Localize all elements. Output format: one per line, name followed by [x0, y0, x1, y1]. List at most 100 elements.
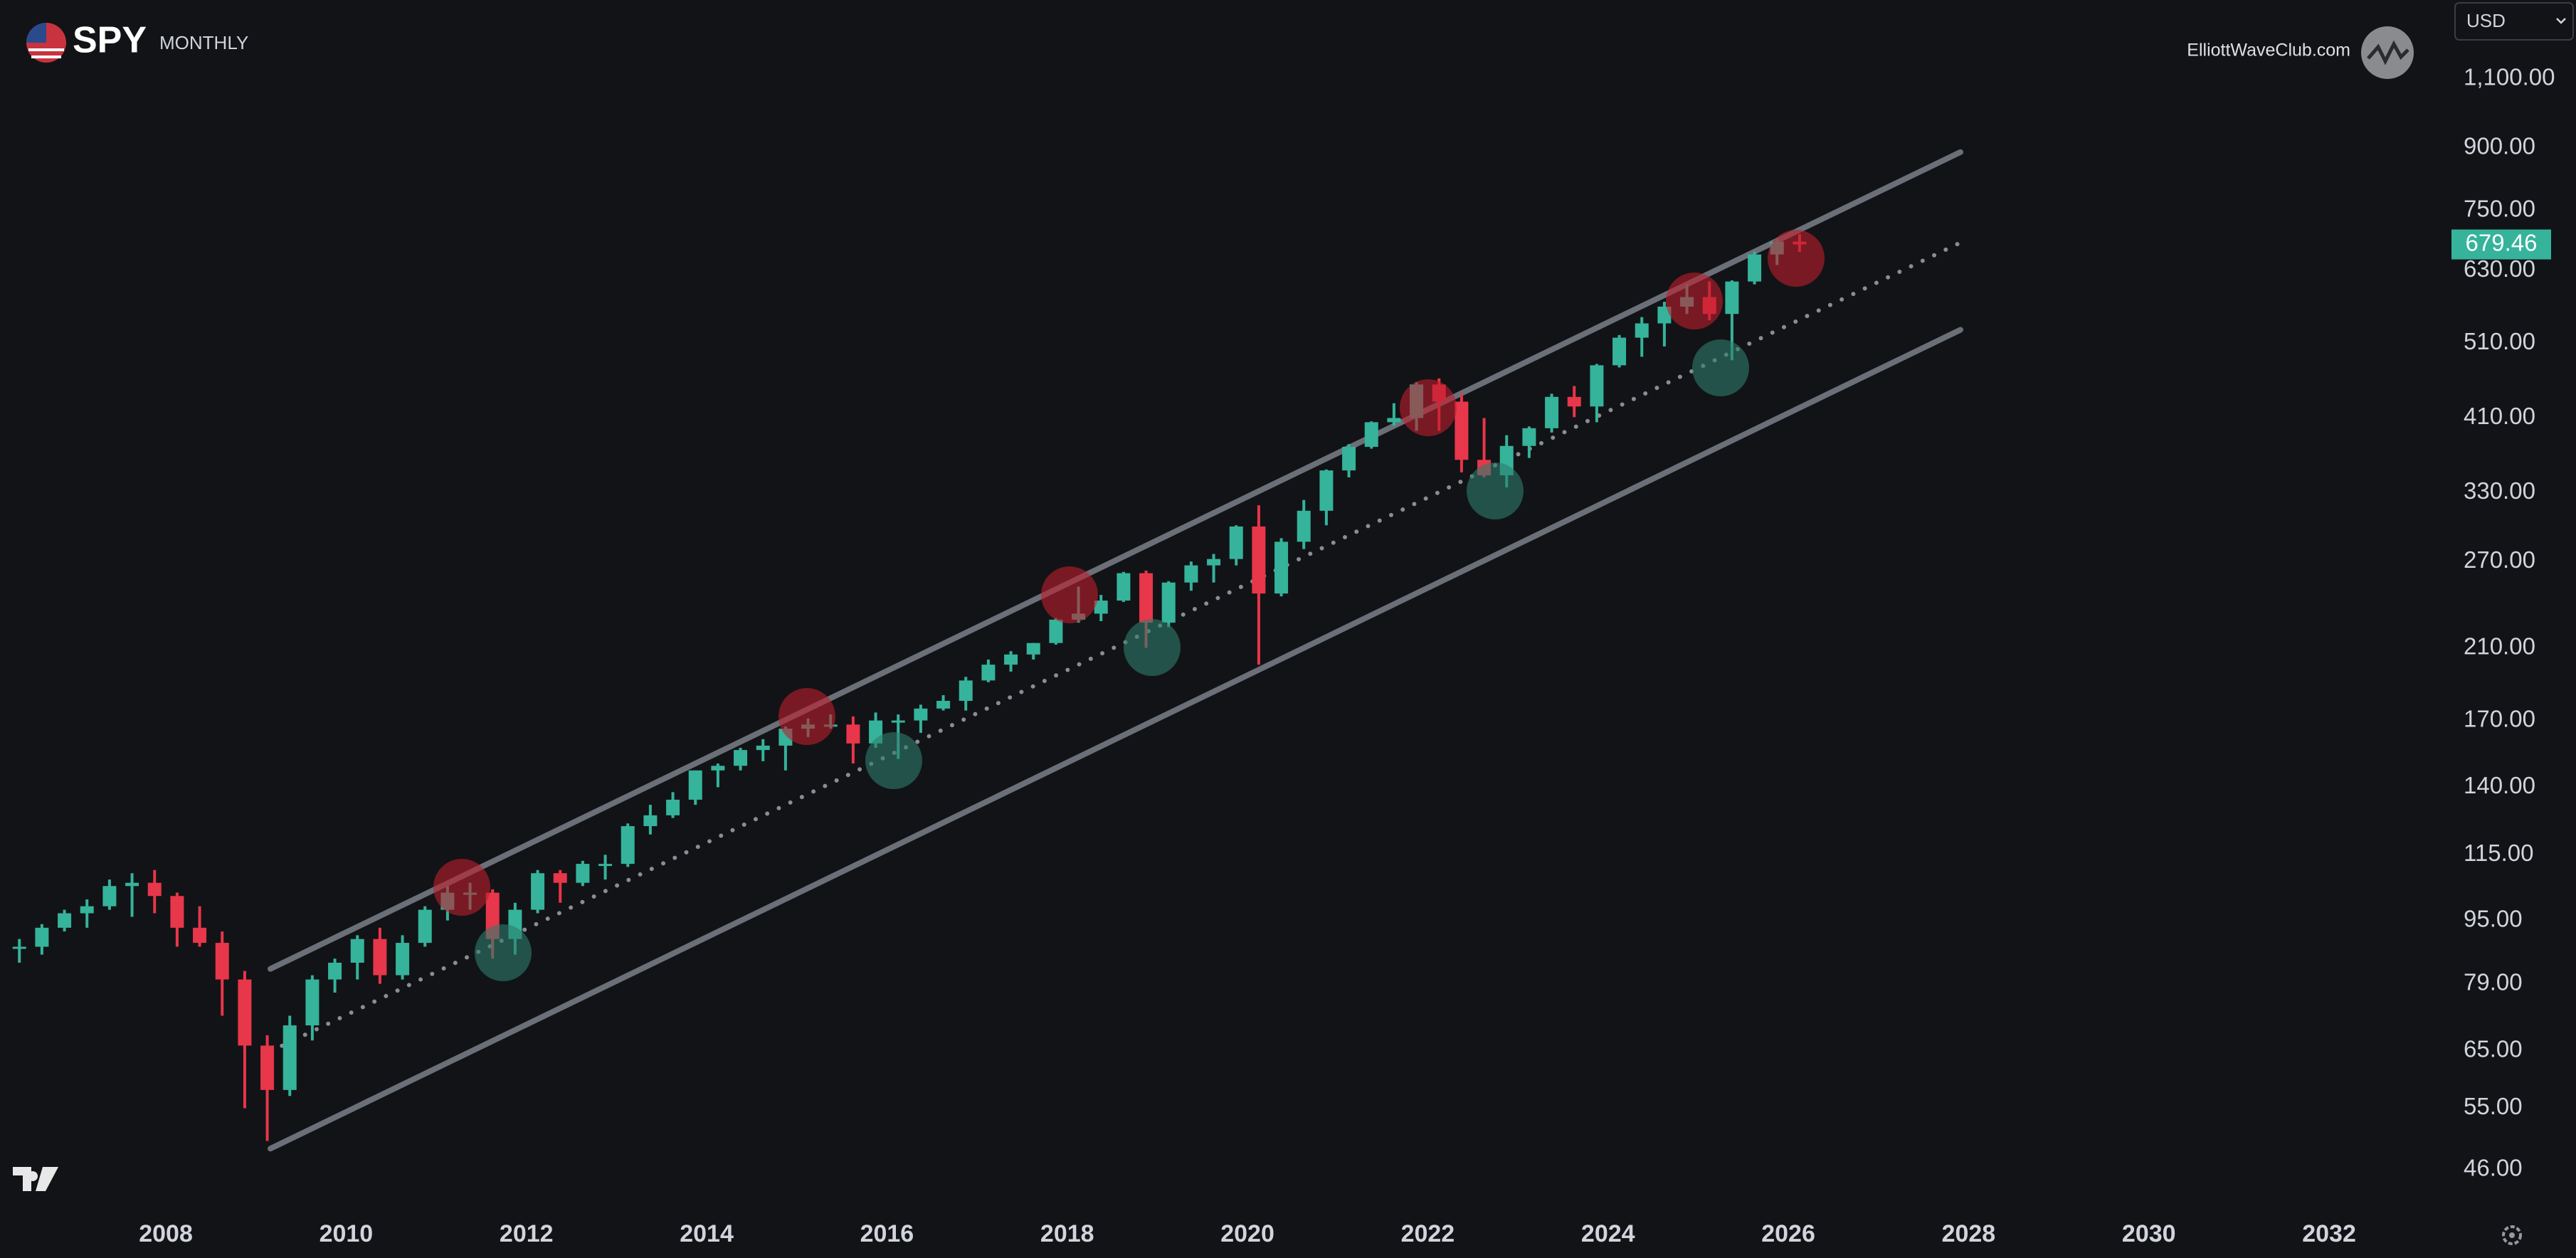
candle-body — [688, 770, 702, 800]
candle-body — [1319, 470, 1334, 511]
top-marker — [1041, 566, 1098, 623]
x-tick-label: 2028 — [1942, 1220, 1996, 1247]
candle-body — [1522, 428, 1536, 446]
candle-body — [373, 939, 387, 976]
candle-body — [1252, 526, 1266, 594]
candle-body — [1161, 582, 1176, 623]
candle-body — [102, 886, 117, 906]
y-tick-label: 79.00 — [2464, 968, 2523, 995]
candle-body — [576, 864, 590, 883]
bottom-marker — [865, 732, 922, 789]
tradingview-logo[interactable] — [13, 1167, 58, 1191]
y-tick-label: 210.00 — [2464, 633, 2535, 659]
y-tick-label: 410.00 — [2464, 403, 2535, 429]
x-tick-label: 2012 — [500, 1220, 554, 1247]
y-tick-label: 65.00 — [2464, 1036, 2523, 1062]
candle-body — [1455, 401, 1469, 460]
x-tick-label: 2026 — [1761, 1220, 1815, 1247]
y-tick-label: 46.00 — [2464, 1155, 2523, 1181]
x-tick-label: 2032 — [2302, 1220, 2356, 1247]
last-price-tag — [2451, 229, 2551, 260]
y-tick-label: 55.00 — [2464, 1093, 2523, 1119]
candle-body — [193, 927, 207, 944]
candle-body — [891, 720, 905, 723]
candle-body — [260, 1045, 275, 1090]
y-tick-label: 1,100.00 — [2464, 64, 2555, 90]
candle-body — [981, 665, 996, 681]
highlights — [433, 230, 1825, 981]
channel-line — [268, 240, 1963, 1054]
y-tick-label: 900.00 — [2464, 133, 2535, 159]
dropdown-arrow[interactable] — [2556, 18, 2566, 24]
candle-body — [1207, 559, 1221, 566]
logo-part — [26, 23, 46, 43]
x-tick-label: 2030 — [2122, 1220, 2176, 1247]
bottom-marker — [1467, 462, 1524, 519]
candle-body — [418, 909, 432, 944]
currency-label[interactable]: USD — [2466, 10, 2506, 31]
y-tick-label: 170.00 — [2464, 705, 2535, 731]
candle-body — [35, 927, 49, 947]
watermark: ElliottWaveClub.com — [2187, 41, 2350, 60]
candle-body — [1567, 396, 1581, 407]
candle-body — [959, 680, 973, 701]
x-tick-label: 2014 — [680, 1220, 734, 1247]
settings-icon[interactable] — [2502, 1225, 2522, 1245]
axes: 46.00 55.00 65.00 79.00 95.00 115.00 140.00 170… — [139, 64, 2555, 1247]
candle-body — [553, 873, 567, 883]
candle-body — [936, 700, 951, 709]
candle-body — [80, 906, 94, 914]
candle-body — [147, 882, 162, 897]
candle-body — [125, 882, 139, 887]
candle-body — [1049, 619, 1063, 643]
candle-body — [238, 979, 252, 1046]
y-tick-label: 330.00 — [2464, 477, 2535, 504]
interval: MONTHLY — [159, 32, 248, 53]
y-tick-label: 510.00 — [2464, 328, 2535, 354]
top-marker — [1666, 273, 1723, 329]
candle-body — [846, 724, 860, 744]
settings-icon-center[interactable] — [2509, 1232, 2515, 1238]
candle-body — [1364, 422, 1378, 447]
candle-body — [1184, 565, 1198, 583]
candle-body — [170, 896, 184, 928]
candle-body — [1342, 446, 1356, 471]
candle-body — [1612, 337, 1627, 366]
x-tick-label: 2024 — [1581, 1220, 1635, 1247]
last-price-label: 679.46 — [2466, 229, 2538, 255]
top-marker — [778, 688, 835, 745]
candle-body — [1545, 396, 1559, 428]
candle-body — [1004, 654, 1018, 665]
top-marker — [1768, 230, 1825, 287]
candle-body — [1748, 254, 1762, 282]
currency-select[interactable] — [2454, 2, 2574, 41]
x-tick-label: 2020 — [1220, 1220, 1274, 1247]
candle-body — [1725, 281, 1739, 314]
candle-body — [1590, 365, 1604, 407]
x-tick-label: 2010 — [320, 1220, 374, 1247]
top-marker — [1400, 379, 1457, 436]
top-marker — [433, 859, 490, 916]
x-tick-label: 2022 — [1401, 1220, 1455, 1247]
plot — [12, 149, 1963, 1152]
candle-body — [711, 766, 725, 771]
candle-body — [1387, 418, 1401, 423]
candle-body — [305, 979, 320, 1026]
y-tick-label: 95.00 — [2464, 905, 2523, 931]
candle-body — [1297, 510, 1311, 542]
watermark-logo-wave — [2367, 40, 2409, 65]
candle-body — [598, 864, 613, 867]
candle-body — [1274, 541, 1289, 594]
candle-body — [350, 939, 364, 963]
x-tick-label: 2018 — [1040, 1220, 1094, 1247]
candle-body — [756, 745, 770, 751]
candle-body — [1026, 643, 1040, 655]
candle-body — [643, 815, 658, 827]
candle-body — [215, 943, 229, 980]
channel-line — [268, 327, 1963, 1152]
candle-body — [1635, 323, 1649, 338]
candle-body — [914, 708, 928, 721]
candle-body — [734, 750, 748, 766]
